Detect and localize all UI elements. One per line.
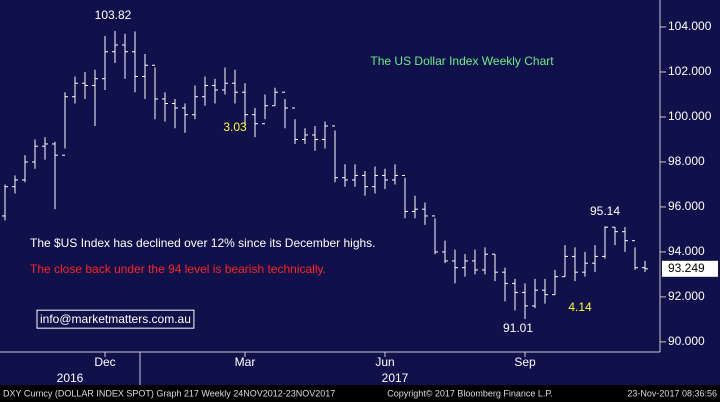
annotation: 3.03 [223, 120, 247, 134]
annotation: The close back under the 94 level is bea… [30, 262, 326, 276]
y-tick-label: 94.000 [668, 244, 705, 258]
last-price-tag [662, 260, 718, 277]
annotation-box [36, 309, 195, 329]
annotation: The US Dollar Index Weekly Chart [370, 54, 554, 68]
footer-bar [0, 385, 720, 402]
x-tick-label: Dec [94, 355, 115, 369]
footer-center: Copyright© 2017 Bloomberg Finance L.P. [387, 388, 553, 398]
annotation: 4.14 [568, 300, 592, 314]
x-tick-label: Jun [375, 355, 394, 369]
footer-right: 23-Nov-2017 08:36:56 [627, 388, 717, 398]
y-tick-label: 92.000 [668, 289, 705, 303]
last-price-label: 93.249 [668, 261, 705, 275]
x-group-label: 2017 [382, 371, 409, 385]
background [0, 0, 720, 385]
y-tick-label: 100.000 [668, 109, 712, 123]
y-tick-label: 90.000 [668, 334, 705, 348]
x-tick-label: Mar [235, 355, 256, 369]
footer-left: DXY Curncy (DOLLAR INDEX SPOT) Graph 217… [3, 388, 335, 398]
y-tick-label: 104.000 [668, 19, 712, 33]
x-tick-label: Sep [514, 355, 536, 369]
annotation: 91.01 [503, 321, 533, 335]
x-group-label: 2016 [57, 371, 84, 385]
y-tick-label: 102.000 [668, 64, 712, 78]
annotation: info@marketmatters.com.au [40, 312, 191, 326]
annotation: 103.82 [95, 8, 132, 22]
annotation: 95.14 [590, 204, 620, 218]
y-tick-label: 98.000 [668, 154, 705, 168]
annotation: The $US Index has declined over 12% sinc… [30, 236, 376, 250]
y-tick-label: 96.000 [668, 199, 705, 213]
